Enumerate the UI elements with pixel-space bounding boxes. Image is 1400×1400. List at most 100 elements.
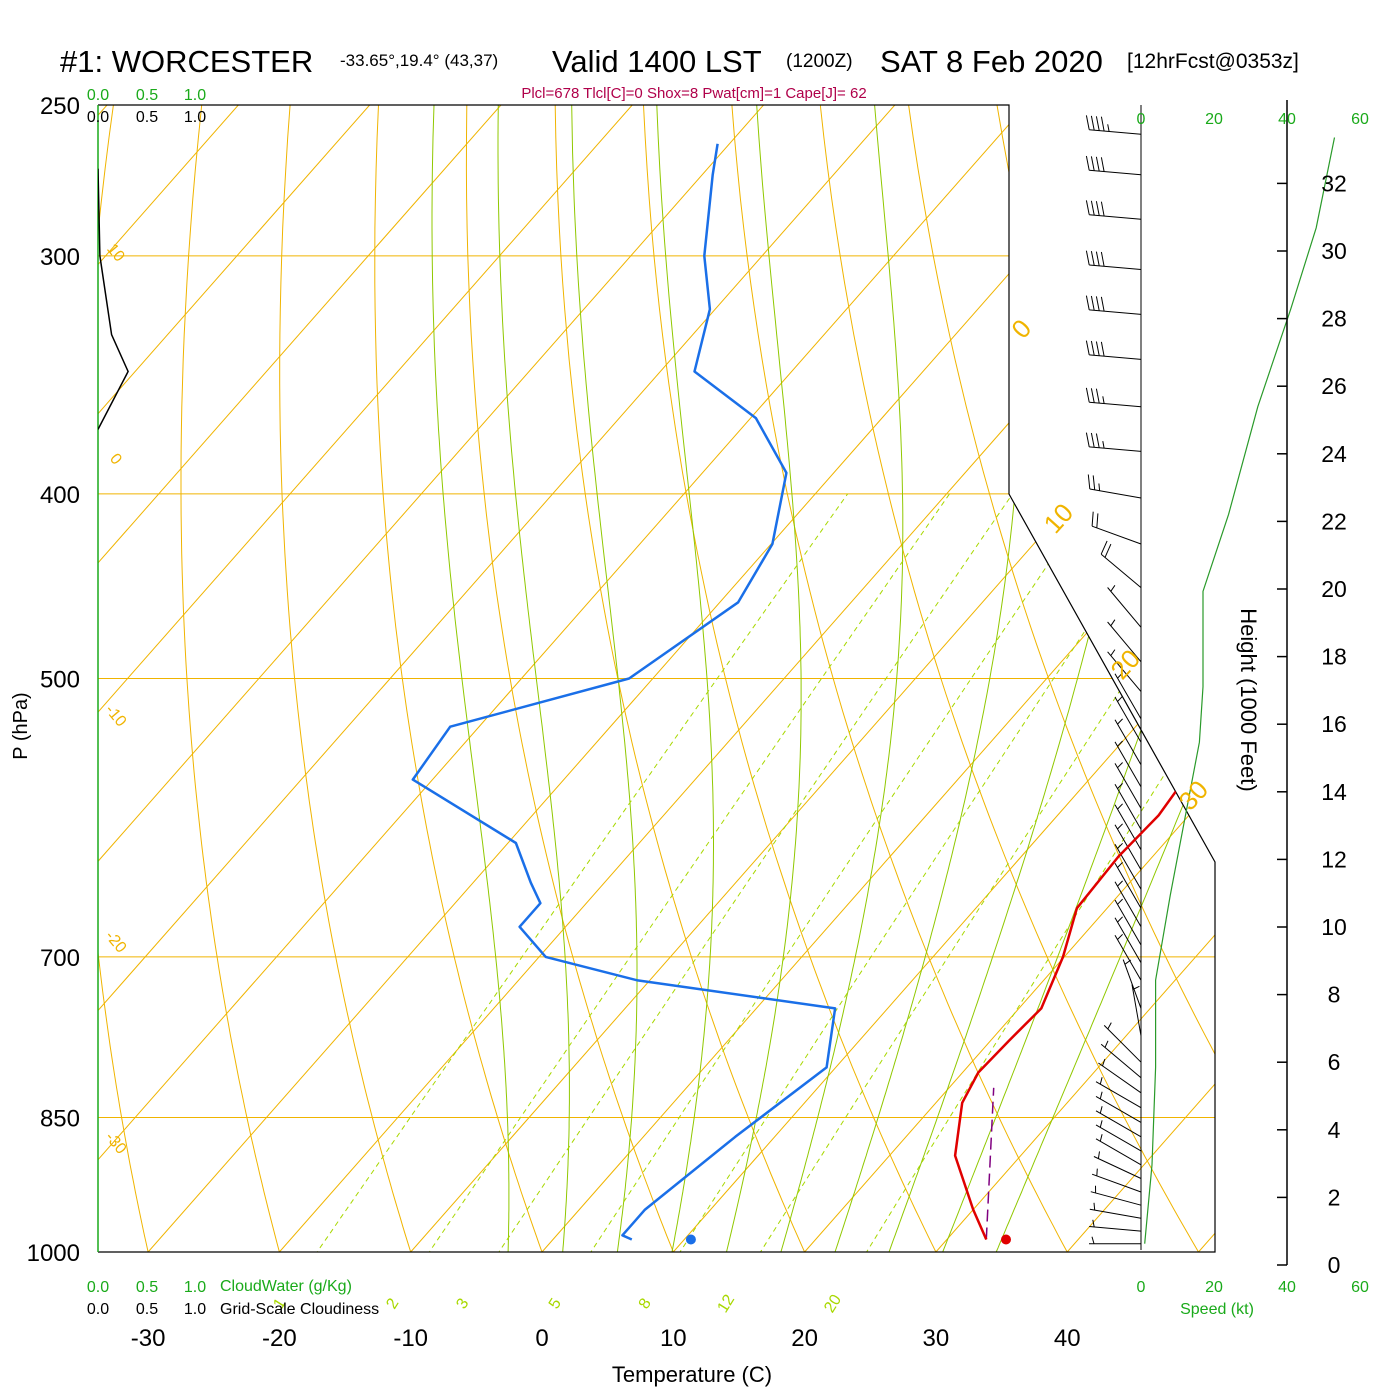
valid-time: Valid 1400 LST	[552, 44, 762, 79]
wind-barb	[1100, 1040, 1142, 1079]
wind-barb	[1085, 387, 1142, 408]
wind-barb-half-feather	[1117, 783, 1123, 789]
mixing-ratio-line	[471, 493, 1013, 1252]
isotherm-line	[98, 105, 502, 1252]
wind-barb-staff	[1098, 1062, 1142, 1094]
wind-barb	[1090, 1185, 1142, 1206]
wind-barb-staff	[1089, 264, 1142, 270]
wind-barb-half-feather	[1117, 823, 1123, 830]
wind-barb	[1107, 619, 1142, 663]
wind-barb-half-feather	[1104, 1040, 1109, 1048]
isotherm-label: 30	[1172, 774, 1214, 816]
wind-barb-staff	[1114, 741, 1142, 788]
wind-barb-staff	[1089, 488, 1142, 499]
y-axis-title: P (hPa)	[10, 692, 32, 759]
wind-barb-staff	[1114, 934, 1142, 981]
wind-barb-feather	[1090, 156, 1095, 171]
wind-barb	[1114, 718, 1142, 766]
wind-barb-feather	[1090, 200, 1095, 216]
wind-barb-half-feather	[1099, 1134, 1103, 1142]
wind-barb-half-feather	[1117, 762, 1123, 769]
wind-barb-staff	[1095, 1124, 1142, 1152]
wind-barb	[1103, 1022, 1142, 1063]
wind-barb-staff	[1093, 1156, 1142, 1179]
isotherm-line	[98, 105, 1027, 1252]
surface-dewpoint-dot	[685, 1234, 696, 1245]
wind-barb	[1100, 540, 1142, 588]
wind-barb-staff	[1089, 1208, 1142, 1219]
wind-barb-staff	[1100, 1043, 1142, 1079]
wind-barb-half-feather	[1117, 916, 1123, 923]
cloudwater-tick: 0.0	[87, 1279, 109, 1296]
dry-adiabat	[554, 105, 824, 1252]
wind-barb-feather	[1100, 201, 1105, 217]
isotherm-label: -30	[102, 1129, 130, 1158]
wind-barb	[1089, 1202, 1142, 1219]
isotherm-line	[98, 105, 371, 1252]
temperature-tick-label: -10	[393, 1325, 428, 1352]
wind-barb	[1091, 1168, 1142, 1193]
wind-barb-staff	[1114, 763, 1142, 809]
wind-speed-line	[1144, 137, 1336, 1244]
temperature-line	[953, 136, 1215, 1241]
wind-barb-feather	[1090, 388, 1095, 403]
wind-speed-tick-top: 0	[1137, 111, 1146, 128]
cloudiness-tick-top: 1.0	[184, 109, 206, 126]
wind-speed-tick: 20	[1205, 1279, 1223, 1296]
wind-barb	[1085, 432, 1142, 452]
wind-speed-tick: 40	[1278, 1279, 1296, 1296]
wind-barb-feather	[1095, 201, 1100, 216]
mixing-ratio-line	[564, 493, 1097, 1252]
parcel-line	[985, 1087, 995, 1240]
wind-barb-feather	[1104, 543, 1112, 558]
wind-barb	[1114, 740, 1142, 788]
isotherm-label: 10	[103, 241, 128, 266]
wind-barb-half-feather	[1117, 842, 1123, 849]
dry-adiabat	[180, 105, 291, 1252]
isotherm-label: 10	[1037, 497, 1079, 539]
wind-barb	[1107, 585, 1142, 628]
wind-barb-feather	[1085, 250, 1090, 266]
wind-barb-feather	[1085, 387, 1090, 403]
wind-barb-feather	[1095, 296, 1100, 311]
sounding-series	[98, 136, 1215, 1245]
mixing-ratio-line	[401, 493, 950, 1252]
forecast-label: [12hrFcst@0353z]	[1127, 50, 1299, 73]
wind-barb-staff	[1089, 354, 1142, 360]
dry-adiabat	[374, 105, 558, 1252]
wind-barb-staff	[1089, 309, 1142, 315]
wind-barb-half-feather	[1110, 649, 1116, 656]
pressure-tick-label: 300	[40, 244, 80, 271]
temperature-tick-label: -20	[262, 1325, 297, 1352]
cloudwater-tick-top: 1.0	[184, 87, 206, 104]
temperature-tick-label: 20	[791, 1325, 818, 1352]
wind-barb	[1085, 115, 1142, 135]
wind-barb	[1095, 1120, 1142, 1152]
height-tick-label: 24	[1321, 441, 1347, 467]
wind-barb-staff	[1114, 719, 1142, 766]
wind-barb-staff	[1089, 214, 1142, 220]
height-tick-label: 18	[1321, 644, 1347, 670]
wind-barb-half-feather	[1110, 619, 1116, 627]
dry-adiabat	[729, 105, 1090, 1252]
wind-barb-staff	[1089, 446, 1142, 452]
cloudwater-tick-top: 0.0	[87, 87, 109, 104]
pressure-tick-label: 850	[40, 1106, 80, 1133]
wind-barb-half-feather	[1099, 1120, 1103, 1128]
cloudiness-tick: 1.0	[184, 1301, 206, 1318]
wind-barb	[1085, 155, 1142, 176]
wind-barb	[1085, 200, 1142, 220]
wind-barb	[1114, 783, 1142, 830]
mixing-ratio-line	[734, 493, 1215, 1252]
temperature-tick-label: -30	[131, 1325, 166, 1352]
wind-barb-staff	[1095, 1138, 1142, 1166]
wind-barb-half-feather	[1117, 740, 1123, 747]
wind-barb	[1089, 1236, 1141, 1245]
temperature-tick-label: 0	[535, 1325, 548, 1352]
wind-barb-half-feather	[1117, 672, 1123, 679]
isotherm-line	[98, 105, 764, 1252]
mixing-ratio-line	[288, 493, 849, 1252]
isotherm-line	[98, 105, 896, 1252]
wind-speed-tick: 0	[1137, 1279, 1146, 1296]
wind-panel	[1085, 115, 1336, 1245]
